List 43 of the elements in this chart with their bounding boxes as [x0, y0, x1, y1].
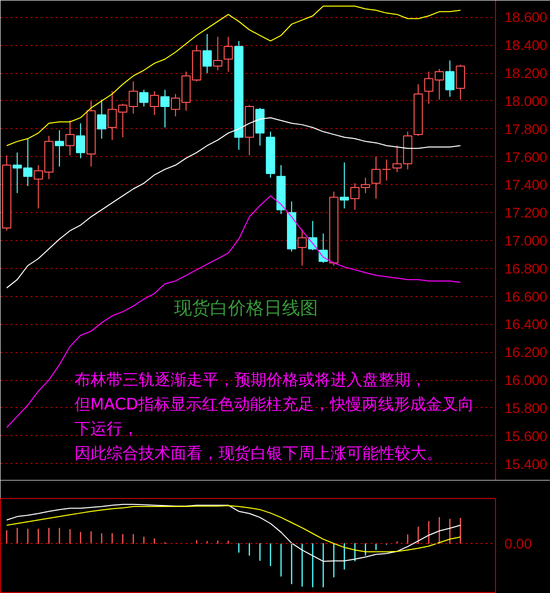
annotation: 布林带三轨逐渐走平，预期价格或将进入盘整期，	[74, 370, 426, 390]
y-tick-label: 17.000	[504, 232, 548, 248]
candlestick	[160, 89, 170, 128]
candlestick	[213, 36, 222, 71]
candlestick	[97, 99, 106, 140]
candlestick	[298, 228, 307, 266]
candlestick	[340, 162, 349, 209]
annotation: 但MACD指标显示红色动能柱充足，快慢两线形成金叉向	[74, 394, 474, 414]
candlestick	[224, 36, 233, 72]
candlestick	[54, 130, 64, 168]
candlestick	[139, 89, 148, 108]
line-series	[6, 117, 461, 288]
y-tick-label: 16.800	[504, 260, 548, 276]
candlestick	[150, 90, 160, 116]
candlestick	[76, 122, 86, 159]
candlestick	[445, 60, 454, 98]
y-tick-label: 15.800	[504, 400, 548, 416]
y-tick-label: 18.000	[504, 92, 548, 109]
y-tick-label: 18.200	[504, 65, 548, 82]
y-tick-label: 17.400	[504, 176, 548, 193]
candlestick	[371, 156, 381, 200]
line-series	[6, 6, 461, 146]
y-tick-label: 15.600	[504, 428, 548, 444]
y-tick-label: 18.400	[504, 37, 548, 54]
y-tick-label: 17.600	[504, 148, 548, 165]
annotation: 因此综合技术面看，现货白银下周上涨可能性较大。	[74, 444, 442, 463]
candlestick	[382, 159, 392, 181]
y-tick-label: 15.400	[504, 456, 548, 472]
y-tick-label: 16.400	[504, 316, 548, 332]
y-tick-label: 16.600	[504, 288, 548, 304]
text: 现货白价格日线图	[174, 298, 318, 320]
candlestick	[456, 64, 466, 100]
y-tick-label: 16.000	[504, 372, 548, 388]
y-tick-label: 18.600	[504, 9, 548, 26]
ref-line-label: 0.00	[504, 536, 532, 552]
y-tick-label: 16.200	[504, 344, 548, 360]
candlestick	[202, 33, 212, 74]
y-tick-label: 17.800	[504, 120, 548, 137]
annotation: 下运行，	[74, 419, 138, 438]
candlestick	[255, 107, 265, 146]
candlestick	[318, 233, 328, 264]
candlestick	[65, 120, 75, 156]
y-tick-label: 17.200	[504, 204, 548, 221]
